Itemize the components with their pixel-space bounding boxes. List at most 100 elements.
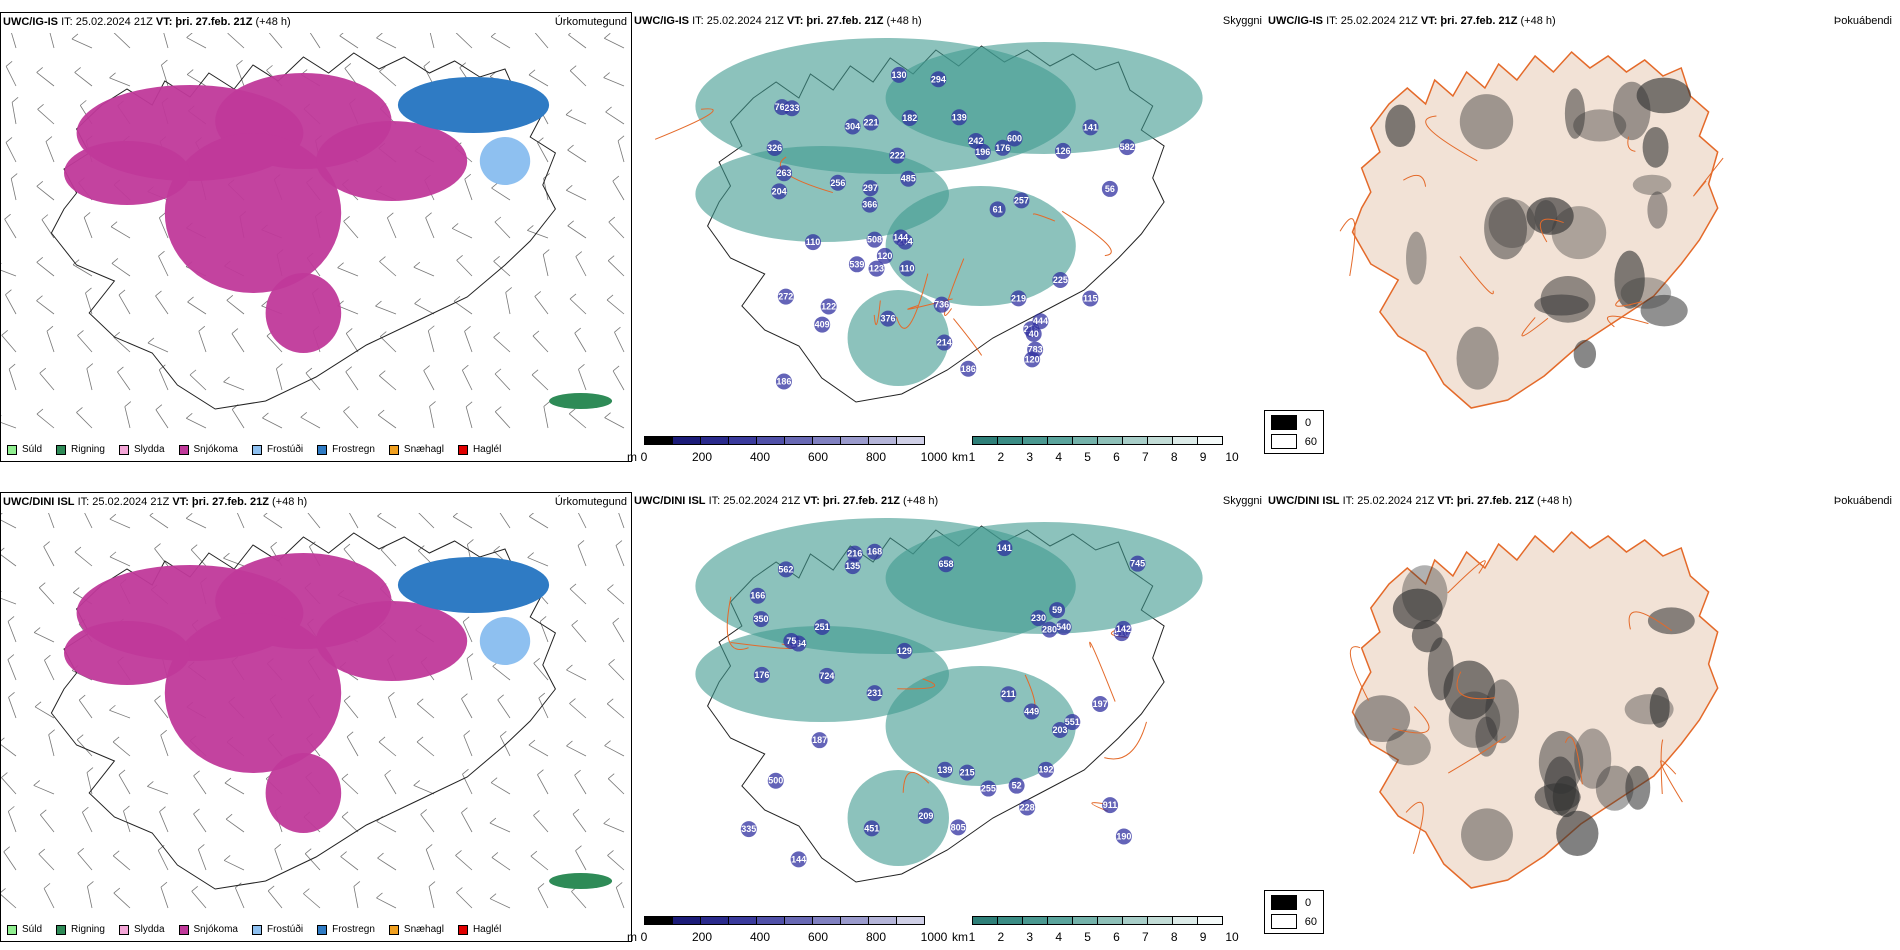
cloud-base-cell xyxy=(863,114,880,131)
fog-indicator-shade xyxy=(1488,199,1536,248)
wind-barb xyxy=(414,298,435,315)
wind-barb xyxy=(542,249,550,277)
snow-area xyxy=(265,753,342,833)
wind-barb xyxy=(77,847,93,871)
cloud-base-cell xyxy=(933,296,950,313)
cloud-base-cell xyxy=(1092,696,1109,713)
road-line xyxy=(1104,721,1148,760)
colorbar-tick: 8 xyxy=(1170,450,1178,464)
wind-barb xyxy=(4,213,17,239)
wind-barb xyxy=(379,256,397,277)
colorbar-tick: 7 xyxy=(1141,930,1149,944)
wind-barb xyxy=(608,658,625,681)
wind-barb xyxy=(376,892,397,909)
wind-barb xyxy=(341,773,359,795)
colorbar-segment xyxy=(896,436,925,445)
wind-barb xyxy=(43,541,55,567)
colorbar-tick: 5 xyxy=(1084,930,1091,944)
wind-barb xyxy=(612,175,625,201)
wind-barb xyxy=(223,552,245,567)
cloud-base-cell xyxy=(866,685,883,702)
cloud-base-cell xyxy=(994,139,1011,156)
cloud-base-label: 126 xyxy=(1055,146,1070,156)
wind-barb xyxy=(34,701,55,719)
cloud-map: 4512151877243505102514492282551902035405… xyxy=(695,518,1203,883)
wind-barb xyxy=(154,695,169,719)
legend-swatch xyxy=(317,924,328,935)
fog-indicator-shade xyxy=(1485,679,1519,744)
colorbar-segment xyxy=(896,916,925,925)
cloud-base-cell xyxy=(989,201,1006,218)
cloud-base-label: 230 xyxy=(1031,613,1046,623)
wind-barb xyxy=(534,291,549,315)
wind-barb xyxy=(455,850,473,871)
low-visibility-area xyxy=(847,290,949,386)
wind-barb xyxy=(11,97,19,125)
wind-barb xyxy=(505,287,512,315)
road-line xyxy=(1459,256,1494,295)
colorbar-tick: 3 xyxy=(1026,930,1034,944)
wind-barb xyxy=(71,33,93,49)
wind-barb xyxy=(77,330,93,353)
wind-barb xyxy=(461,807,473,833)
wind-barb xyxy=(465,401,473,429)
cloud-base-label: 326 xyxy=(767,143,782,153)
fog-indicator-shade xyxy=(1459,94,1514,150)
cloud-base-cell xyxy=(805,234,822,251)
wind-barb xyxy=(533,810,549,833)
cloud-base-label: 187 xyxy=(812,735,827,745)
wind-barb xyxy=(112,736,131,757)
cloud-base-cell xyxy=(862,180,879,197)
colorbar-tick: 800 xyxy=(865,930,887,944)
legend-item: Frostregn xyxy=(317,444,375,455)
cloud-base-label: 745 xyxy=(1130,559,1145,569)
panel-name: Þokuábendi xyxy=(1833,15,1892,27)
panel-title: UWC/DINI ISL IT: 25.02.2024 21Z VT: þri.… xyxy=(3,496,308,508)
wind-barb xyxy=(337,262,359,277)
wind-barb xyxy=(462,768,473,795)
wind-barb xyxy=(1,513,17,529)
wind-barb xyxy=(186,412,207,429)
legend-label: Frostregn xyxy=(332,924,375,935)
colorbar-segment xyxy=(1072,436,1098,445)
wind-barb xyxy=(11,33,17,49)
wind-barb xyxy=(236,513,245,529)
wind-barb xyxy=(276,363,283,391)
wind-barb xyxy=(48,729,55,757)
visibility-colorbar: km 1 2 3 4 5 6 7 8 9 10 xyxy=(952,432,1240,464)
wind-barb xyxy=(109,704,131,719)
wind-barb xyxy=(569,583,587,605)
legend-label: Súld xyxy=(22,444,43,455)
fog-indicator-shade xyxy=(1614,250,1645,309)
wind-barb xyxy=(491,852,511,871)
cloud-base-label: 783 xyxy=(1028,345,1043,355)
colorbar-tick: 9 xyxy=(1199,930,1207,944)
colorbar-segment xyxy=(997,436,1023,445)
cloud-base-cell xyxy=(777,561,794,578)
cloud-base-cell xyxy=(777,288,794,305)
cloud-base-label: 110 xyxy=(806,237,821,247)
wind-barb xyxy=(78,694,93,719)
legend-label: Súld xyxy=(22,924,43,935)
colorbar-segment xyxy=(756,916,785,925)
wind-barb xyxy=(163,33,169,49)
cloud-base-cell xyxy=(1055,619,1072,636)
wind-barb xyxy=(197,844,207,871)
wind-barb xyxy=(462,616,473,643)
cloud-base-cell xyxy=(844,118,861,135)
wind-barb xyxy=(49,33,55,49)
legend-label: Rigning xyxy=(71,444,105,455)
wind-barb xyxy=(604,740,625,757)
panel-title: UWC/DINI ISL IT: 25.02.2024 21Z VT: þri.… xyxy=(634,495,939,507)
fog-indicator-shade xyxy=(1649,687,1670,728)
cloud-visibility-panel: UWC/IG-IS IT: 25.02.2024 21Z VT: þri. 27… xyxy=(627,12,1324,464)
cloud-base-cell xyxy=(848,256,865,273)
legend-label: Rigning xyxy=(71,924,105,935)
precip-map xyxy=(1,513,625,909)
fog-indicator-shade xyxy=(1636,77,1692,114)
wind-barb xyxy=(377,513,397,529)
rain-area xyxy=(549,393,613,409)
cloud-base-cell xyxy=(1102,797,1119,814)
fog-indicator-shade xyxy=(1534,783,1581,812)
colorbar-segment xyxy=(1147,436,1173,445)
